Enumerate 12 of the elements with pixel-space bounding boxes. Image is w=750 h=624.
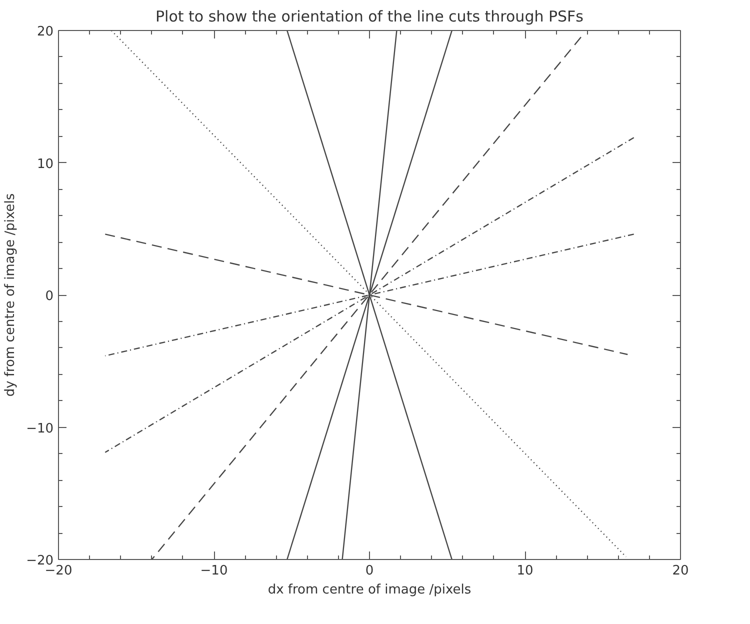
x-tick-label: −10 xyxy=(200,564,228,578)
y-axis-title: dy from centre of image /pixels xyxy=(3,193,18,397)
x-tick-label: 10 xyxy=(516,564,534,578)
x-axis-title: dx from centre of image /pixels xyxy=(268,582,472,598)
chart-title: Plot to show the orientation of the line cuts through PSFs xyxy=(156,8,584,26)
y-tick-label: 10 xyxy=(36,156,54,172)
y-tick-label: 20 xyxy=(36,24,54,40)
x-tick-label: 20 xyxy=(672,564,689,578)
y-tick-label: 0 xyxy=(45,289,54,304)
y-tick-label: −20 xyxy=(26,554,54,568)
y-tick-label: −10 xyxy=(26,421,54,436)
x-tick-label: 0 xyxy=(365,564,374,578)
